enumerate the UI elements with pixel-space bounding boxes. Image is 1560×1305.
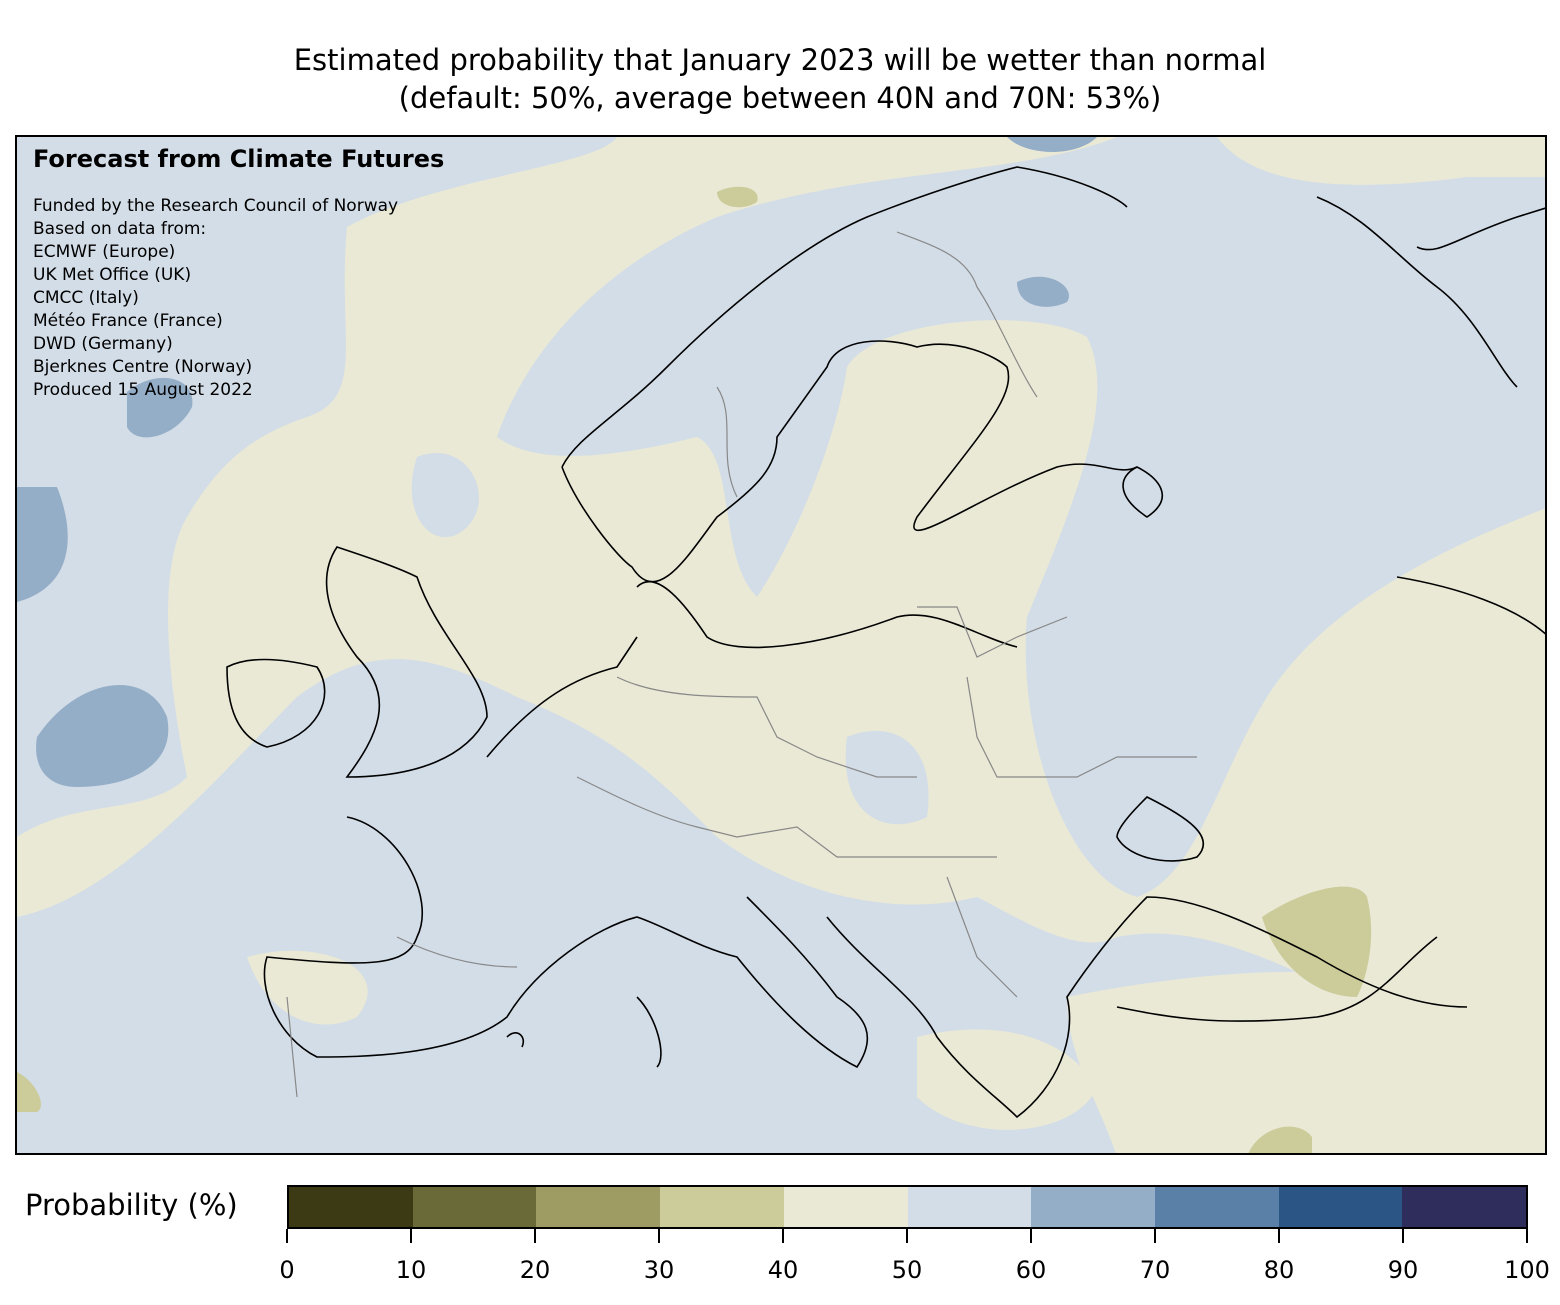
info-line: Funded by the Research Council of Norway (33, 196, 399, 216)
colorbar-tick (1278, 1229, 1280, 1243)
info-line: ECMWF (Europe) (33, 242, 176, 262)
colorbar-tick (534, 1229, 536, 1243)
info-line: UK Met Office (UK) (33, 265, 192, 285)
map-layers (17, 137, 1545, 1153)
colorbar-segment (289, 1187, 413, 1227)
colorbar-segment (412, 1187, 537, 1227)
map-title-line2: (default: 50%, average between 40N and 7… (398, 81, 1162, 115)
colorbar-tick-label: 30 (643, 1256, 675, 1284)
colorbar-tick (1402, 1229, 1404, 1243)
colorbar-tick-label: 90 (1387, 1256, 1419, 1284)
colorbar-label: Probability (%) (25, 1188, 238, 1222)
info-line: CMCC (Italy) (33, 288, 139, 308)
country-borders (286, 231, 1197, 1098)
colorbar-segment (1154, 1187, 1279, 1227)
colorbar-tick (906, 1229, 908, 1243)
colorbar-tick-label: 60 (1015, 1256, 1047, 1284)
prob-30-40-regions (17, 186, 1372, 1153)
colorbar-tick (1030, 1229, 1032, 1243)
prob-60-70-regions (17, 137, 1097, 787)
colorbar-tick-label: 0 (279, 1256, 295, 1284)
colorbar-tick (1154, 1229, 1156, 1243)
info-line: Based on data from: (33, 219, 207, 239)
colorbar-segment (536, 1187, 661, 1227)
prob-40-50-regions (247, 950, 1545, 1153)
colorbar-tick (658, 1229, 660, 1243)
info-line: Bjerknes Centre (Norway) (33, 357, 253, 377)
colorbar (287, 1185, 1528, 1229)
probability-map: Forecast from Climate Futures Funded by … (15, 135, 1547, 1155)
colorbar-segment (1031, 1187, 1155, 1227)
colorbar-tick (782, 1229, 784, 1243)
colorbar-tick (1526, 1229, 1528, 1243)
colorbar-tick-label: 40 (767, 1256, 799, 1284)
info-panel: Forecast from Climate Futures Funded by … (33, 145, 444, 402)
info-line: DWD (Germany) (33, 334, 173, 354)
info-line: Produced 15 August 2022 (33, 380, 253, 400)
colorbar-tick (286, 1229, 288, 1243)
colorbar-segment (907, 1187, 1032, 1227)
colorbar-tick-label: 20 (519, 1256, 551, 1284)
map-title-line1: Estimated probability that January 2023 … (293, 43, 1267, 77)
colorbar-segment (1402, 1187, 1527, 1227)
colorbar-tick-label: 70 (1139, 1256, 1171, 1284)
coastlines (226, 166, 1545, 1119)
colorbar-tick-label: 10 (395, 1256, 427, 1284)
colorbar-tick-label: 100 (1504, 1256, 1550, 1284)
info-line: Météo France (France) (33, 311, 223, 331)
colorbar-segment (660, 1187, 784, 1227)
colorbar-tick-label: 50 (891, 1256, 923, 1284)
colorbar-tick-label: 80 (1263, 1256, 1295, 1284)
colorbar-segment (783, 1187, 908, 1227)
colorbar-tick (410, 1229, 412, 1243)
colorbar-segment (1278, 1187, 1403, 1227)
info-heading: Forecast from Climate Futures (33, 145, 445, 173)
